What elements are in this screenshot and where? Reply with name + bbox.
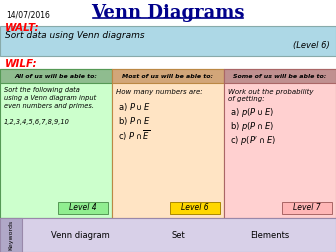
Text: b) $P\cap E$: b) $P\cap E$ (118, 115, 151, 127)
Text: Venn Diagrams: Venn Diagrams (91, 4, 245, 22)
FancyBboxPatch shape (0, 218, 336, 252)
FancyBboxPatch shape (224, 69, 336, 218)
FancyBboxPatch shape (112, 69, 224, 218)
FancyBboxPatch shape (170, 202, 220, 214)
Text: a) $P\cup E$: a) $P\cup E$ (118, 101, 151, 113)
FancyBboxPatch shape (0, 69, 112, 83)
Text: (Level 6): (Level 6) (293, 41, 330, 50)
FancyBboxPatch shape (224, 69, 336, 83)
Text: a) $p(P\cup E)$: a) $p(P\cup E)$ (230, 106, 274, 119)
Text: Work out the probability
of getting:: Work out the probability of getting: (228, 89, 313, 102)
Text: WILF:: WILF: (5, 59, 38, 69)
Text: Sort the following data
using a Venn diagram input
even numbers and primes.

1,2: Sort the following data using a Venn dia… (4, 87, 96, 125)
Text: Sort data using Venn diagrams: Sort data using Venn diagrams (5, 31, 144, 40)
Text: Level 7: Level 7 (293, 204, 321, 212)
Text: Level 6: Level 6 (181, 204, 209, 212)
Text: Level 4: Level 4 (69, 204, 97, 212)
Text: WALT:: WALT: (5, 23, 40, 33)
FancyBboxPatch shape (58, 202, 108, 214)
Text: Elements: Elements (250, 231, 290, 239)
FancyBboxPatch shape (0, 69, 112, 218)
Text: Some of us will be able to:: Some of us will be able to: (234, 74, 327, 79)
Text: How many numbers are:: How many numbers are: (116, 89, 203, 95)
Text: All of us will be able to:: All of us will be able to: (14, 74, 97, 79)
Text: b) $p(P\cap E)$: b) $p(P\cap E)$ (230, 120, 274, 133)
Text: Keywords: Keywords (8, 220, 13, 250)
Text: 14/07/2016: 14/07/2016 (6, 10, 50, 19)
FancyBboxPatch shape (0, 218, 22, 252)
FancyBboxPatch shape (0, 26, 336, 56)
Text: c) $P\cap\overline{E}$: c) $P\cap\overline{E}$ (118, 129, 150, 143)
FancyBboxPatch shape (282, 202, 332, 214)
Text: Most of us will be able to:: Most of us will be able to: (123, 74, 213, 79)
Text: Venn diagram: Venn diagram (51, 231, 110, 239)
FancyBboxPatch shape (112, 69, 224, 83)
Text: Set: Set (171, 231, 185, 239)
Text: c) $p(P'\cap E)$: c) $p(P'\cap E)$ (230, 134, 276, 147)
